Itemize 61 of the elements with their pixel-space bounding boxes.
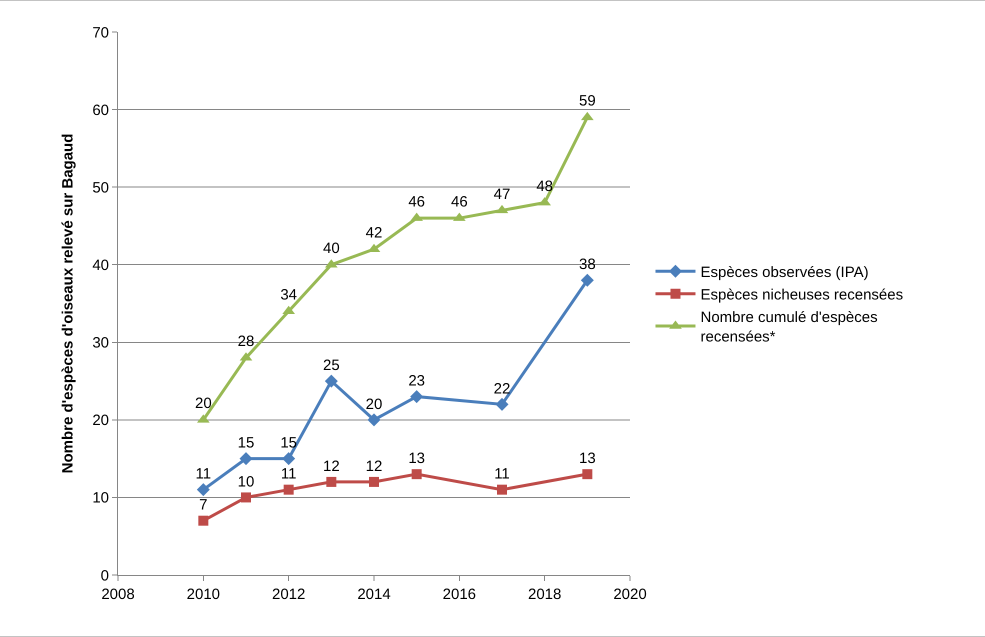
point (368, 413, 380, 426)
x-tick-label: 2018 (528, 586, 562, 603)
point (284, 484, 294, 495)
point (240, 452, 252, 466)
data-label: 13 (578, 450, 596, 468)
data-label: 25 (322, 357, 340, 374)
data-label: 46 (450, 194, 468, 211)
point (324, 374, 338, 388)
data-label: 13 (408, 450, 426, 468)
data-label: 20 (366, 396, 382, 413)
x-tick-label: 2016 (442, 586, 476, 603)
point (198, 516, 208, 526)
y-tick-label: 10 (92, 490, 109, 507)
y-tick-label: 70 (92, 24, 109, 42)
point (412, 469, 422, 480)
x-tick-label: 2014 (357, 586, 391, 603)
x-tick-label: 2010 (186, 586, 220, 603)
y-tick-label: 20 (92, 412, 109, 430)
x-tick-label: 2008 (101, 586, 135, 603)
data-label: 11 (494, 466, 510, 483)
data-label: 12 (366, 458, 382, 475)
point (241, 492, 251, 502)
data-label: 40 (322, 240, 340, 258)
y-tick-label: 0 (100, 567, 109, 584)
data-label: 48 (536, 178, 554, 196)
legend-label: Nombre cumulé d'espèces recensées* (700, 309, 878, 346)
data-label: 15 (238, 434, 254, 452)
legend-label: Espèces observées (IPA) (700, 264, 869, 282)
point (282, 452, 296, 466)
point (410, 390, 424, 404)
data-label: 23 (408, 372, 426, 390)
y-tick-label: 50 (92, 179, 109, 196)
data-label: 34 (280, 286, 298, 304)
point (496, 398, 508, 411)
data-label: 20 (194, 395, 212, 412)
y-tick-label: 60 (92, 102, 109, 119)
data-label: 42 (366, 224, 382, 242)
point (580, 274, 594, 287)
data-label: 11 (280, 466, 296, 483)
data-label: 28 (238, 333, 254, 350)
x-tick-label: 2020 (613, 586, 647, 603)
point (582, 469, 592, 480)
point (196, 483, 210, 496)
data-label: 22 (494, 380, 510, 398)
point (497, 484, 507, 495)
legend-label: Espèces nicheuses recensées (700, 286, 904, 304)
y-axis-title: Nombre d'espèces d'oiseaux relevé sur Bagaud (60, 134, 77, 474)
data-label: 15 (280, 434, 298, 452)
data-label: 47 (494, 186, 510, 203)
y-tick-label: 30 (92, 334, 109, 352)
data-label: 38 (578, 256, 596, 274)
y-tick-label: 40 (92, 256, 109, 274)
x-tick-label: 2012 (272, 586, 306, 603)
point (326, 476, 336, 487)
data-label: 59 (578, 92, 596, 110)
data-label: 12 (322, 458, 340, 475)
data-label: 11 (196, 466, 212, 483)
data-label: 46 (408, 194, 426, 211)
data-label: 7 (199, 496, 208, 514)
data-label: 10 (238, 473, 254, 490)
point (369, 476, 379, 487)
